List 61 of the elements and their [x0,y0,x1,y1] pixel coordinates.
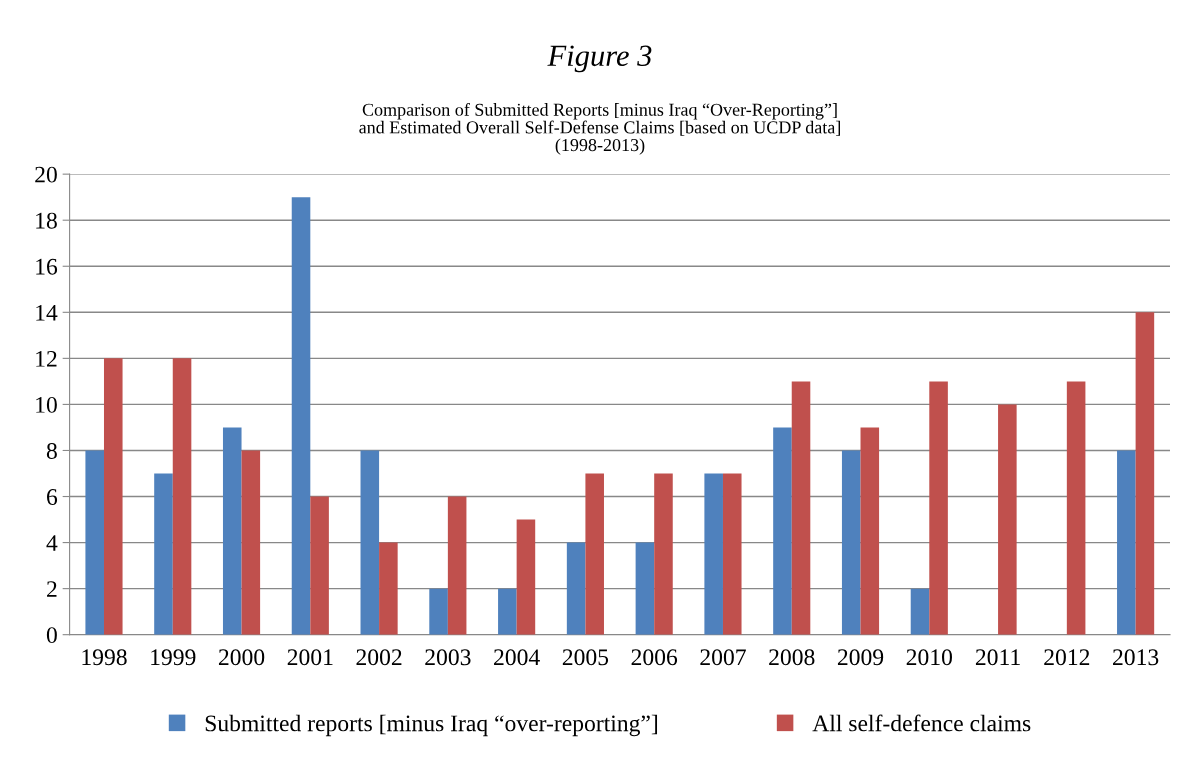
bar [154,473,173,635]
bar [85,450,104,635]
bar [222,427,242,635]
x-tick-label: 2006 [631,649,678,666]
x-tick-label: 2010 [906,649,952,666]
bar [929,381,948,635]
x-tick-label: 2001 [287,649,333,666]
bar [1117,450,1136,635]
y-tick-label: 2 [47,581,57,597]
chart-title: Figure 3 [547,45,652,73]
x-tick-label: 2011 [975,649,1020,666]
bar [910,588,930,635]
bar [498,588,517,635]
chart-subtitle: Comparison of Submitted Reports [minus Iraq “Over-Reporting”] and Estimated Overall Self-Defense Claims [based on UCDP data] (1998-2013) [359,102,840,155]
bar [241,450,261,635]
legend-label: Submitted reports [minus Iraq “over-reporting”] [205,714,658,737]
y-tick-label: 14 [36,304,58,321]
bar [291,197,311,635]
x-tick-label: 2003 [425,649,471,666]
y-tick-label: 18 [36,212,57,229]
x-tick-label: 2004 [494,649,540,666]
bar [379,542,398,635]
x-tick-label: 2009 [837,649,884,666]
x-tick-label: 1999 [151,649,196,666]
bar [773,427,792,635]
bar [704,473,723,635]
x-tick-label: 1998 [82,649,127,666]
bar [103,358,123,635]
bar [860,427,880,635]
bar [516,519,536,635]
x-tick-label: 2005 [562,649,609,666]
x-tick-label: 2002 [356,649,402,666]
bar [360,450,380,635]
bar [447,496,467,635]
bar [654,473,673,635]
bar [635,542,655,635]
y-tick-label: 8 [46,442,57,459]
bar [998,404,1017,635]
bar [722,473,742,635]
x-tick-label: 2013 [1113,649,1159,666]
bar [566,542,586,635]
y-tick-label: 20 [35,166,57,183]
y-tick-label: 4 [46,535,58,551]
y-tick-label: 16 [36,258,58,275]
y-tick-label: 10 [36,396,57,413]
y-tick-label: 6 [47,489,58,505]
x-tick-label: 2012 [1044,649,1090,666]
x-tick-label: 2007 [700,649,746,666]
bar [429,588,448,635]
bar [791,381,811,635]
bar [1135,312,1155,635]
bar [841,450,861,635]
x-tick-label: 2000 [218,649,265,666]
bar [1066,381,1086,635]
bar [585,473,604,635]
y-tick-label: 12 [36,350,57,367]
legend-label: All self-defence claims [812,714,1031,732]
y-tick-label: 0 [46,627,57,644]
bar [172,358,192,635]
x-tick-label: 2008 [769,649,815,666]
bar [310,496,329,635]
